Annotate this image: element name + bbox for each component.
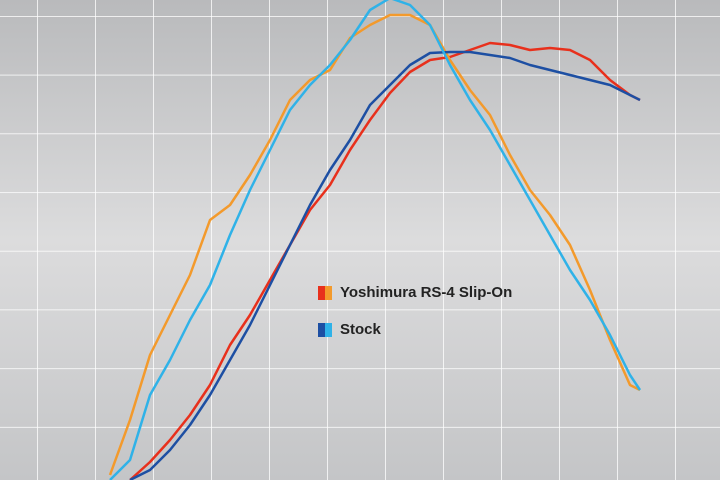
series-line [108,13,641,476]
series-line [129,41,641,480]
legend-swatch [318,286,332,300]
series-line [109,0,642,480]
series-line [129,50,641,480]
legend-swatch [318,323,332,337]
legend-label: Stock [340,321,382,338]
legend-label: Yoshimura RS-4 Slip-On [340,284,512,301]
